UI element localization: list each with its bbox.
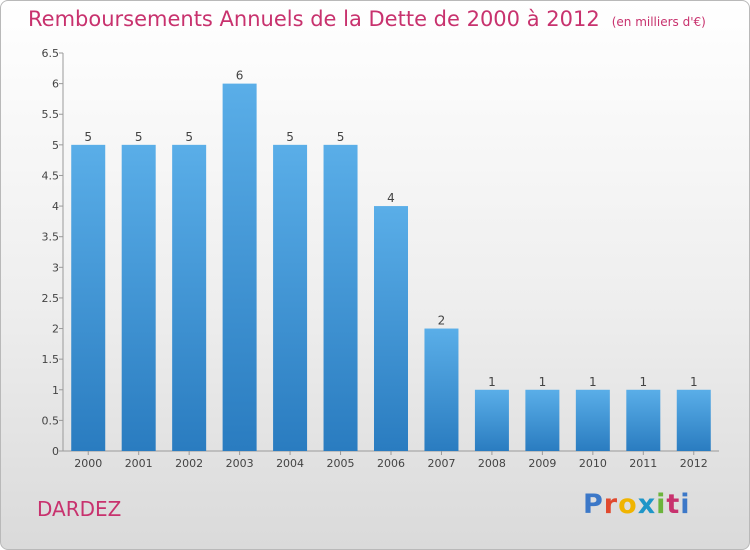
- bar-2007: [424, 328, 459, 451]
- x-tick-label-2012: 2012: [680, 457, 708, 470]
- bar-2001: [121, 144, 156, 451]
- y-tick-label: 2.5: [42, 292, 60, 305]
- x-tick-label-2008: 2008: [478, 457, 506, 470]
- y-tick-label: 6: [52, 78, 59, 91]
- bar-2003: [222, 83, 257, 451]
- y-tick-label: 5.5: [42, 108, 60, 121]
- x-tick-label-2003: 2003: [226, 457, 254, 470]
- y-tick-label: 4.5: [42, 169, 60, 182]
- data-label-2012: 1: [690, 375, 698, 389]
- y-tick-label: 3.5: [42, 231, 60, 244]
- x-tick-label-2001: 2001: [125, 457, 153, 470]
- bar-2008: [474, 389, 509, 451]
- proxiti-logo: Proxiti: [583, 489, 691, 520]
- data-label-2003: 6: [236, 69, 244, 83]
- y-tick-label: 5: [52, 139, 59, 152]
- y-tick-label: 0.5: [42, 414, 60, 427]
- x-tick-label-2004: 2004: [276, 457, 304, 470]
- data-label-2004: 5: [286, 130, 294, 144]
- y-tick-label: 6.5: [42, 47, 60, 60]
- bar-2005: [323, 144, 358, 451]
- y-tick-label: 2: [52, 323, 59, 336]
- y-tick-label: 0: [52, 445, 59, 458]
- x-tick-label-2005: 2005: [327, 457, 355, 470]
- x-axis: 2000 2001 2002 2003 2004 2005 2006 2007 2008 2009…: [63, 450, 719, 470]
- bar-2002: [172, 144, 207, 451]
- x-tick-label-2009: 2009: [528, 457, 556, 470]
- bar-2004: [273, 144, 308, 451]
- data-label-2006: 4: [387, 191, 395, 205]
- bar-2011: [626, 389, 661, 451]
- data-label-2001: 5: [135, 130, 143, 144]
- x-tick-label-2006: 2006: [377, 457, 405, 470]
- bar-2010: [575, 389, 610, 451]
- bar-2012: [676, 389, 711, 451]
- chart-title-text: Remboursements Annuels de la Dette de 20…: [28, 7, 600, 31]
- bar-2000: [71, 144, 106, 451]
- bar-2009: [525, 389, 560, 451]
- data-label-2010: 1: [589, 375, 597, 389]
- data-label-2011: 1: [639, 375, 647, 389]
- y-tick-label: 4: [52, 200, 59, 213]
- commune-name: DARDEZ: [37, 497, 122, 521]
- x-tick-label-2000: 2000: [74, 457, 102, 470]
- bars: 5 5 5 6 5 5 4 2 1 1 1 1 1: [71, 69, 711, 451]
- bar-2006: [374, 206, 408, 451]
- chart-title: Remboursements Annuels de la Dette de 20…: [28, 7, 706, 31]
- data-label-2008: 1: [488, 375, 496, 389]
- y-tick-label: 1.5: [42, 353, 60, 366]
- y-tick-label: 3: [52, 261, 59, 274]
- x-tick-label-2002: 2002: [175, 457, 203, 470]
- data-label-2002: 5: [185, 130, 193, 144]
- y-tick-label: 1: [52, 384, 59, 397]
- chart-unit: (en milliers d'€): [611, 15, 706, 29]
- data-label-2007: 2: [438, 314, 446, 328]
- x-tick-label-2011: 2011: [629, 457, 657, 470]
- data-label-2009: 1: [539, 375, 547, 389]
- y-axis: 0 0.5 1 1.5 2 2.5 3 3.5 4 4.5 5 5.5 6 6.5: [42, 47, 64, 458]
- data-label-2000: 5: [84, 130, 92, 144]
- data-label-2005: 5: [337, 130, 345, 144]
- x-tick-label-2007: 2007: [427, 457, 455, 470]
- x-tick-label-2010: 2010: [579, 457, 607, 470]
